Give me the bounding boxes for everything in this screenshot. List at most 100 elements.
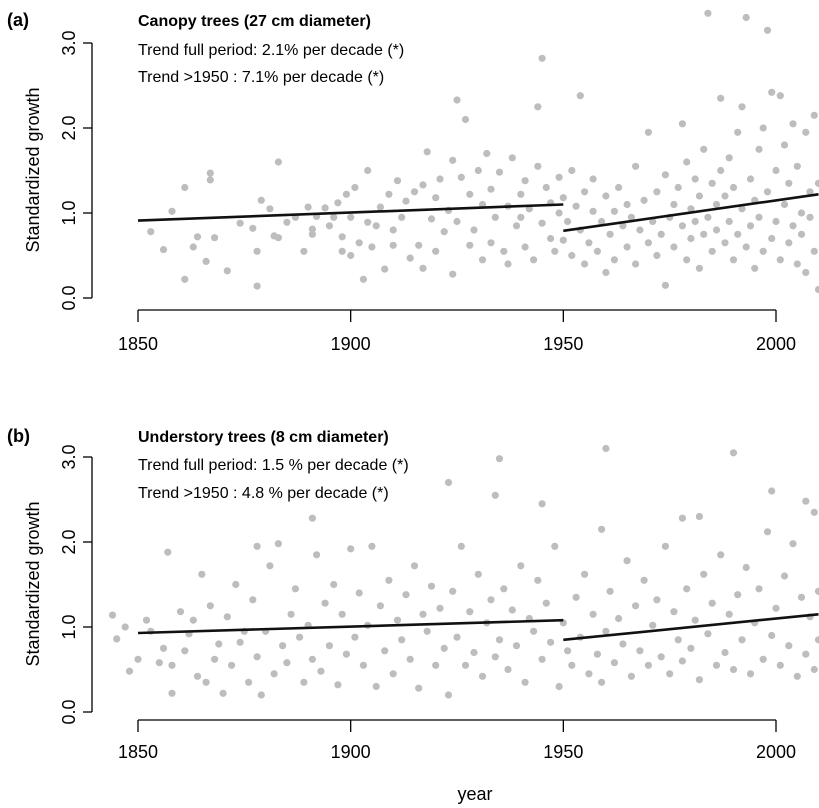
data-point [478, 672, 487, 680]
data-point [521, 177, 529, 185]
data-point [432, 247, 440, 255]
data-point [704, 9, 712, 17]
data-point [521, 678, 529, 686]
data-point [283, 659, 291, 667]
data-point [423, 148, 431, 156]
data-point [755, 213, 763, 221]
data-point [142, 616, 151, 624]
data-point [491, 653, 499, 661]
data-point [193, 233, 202, 241]
data-point [432, 194, 440, 202]
data-point [619, 222, 627, 230]
data-point [602, 444, 610, 453]
data-point [789, 540, 797, 548]
data-point [644, 661, 653, 669]
data-point [632, 162, 640, 170]
data-point [193, 672, 202, 680]
data-point [551, 542, 559, 550]
data-point [355, 589, 363, 597]
data-point [466, 608, 474, 616]
data-point [517, 213, 525, 221]
data-point [572, 593, 580, 601]
data-point [253, 653, 261, 661]
panel-b-title: Understory trees (8 cm diameter) [138, 429, 389, 446]
data-point [164, 548, 172, 556]
data-point [159, 246, 168, 254]
data-point [589, 207, 597, 215]
data-point [436, 175, 444, 183]
data-point [564, 217, 572, 226]
data-point [555, 209, 563, 217]
panel-a-points [147, 9, 819, 294]
data-point [640, 196, 648, 204]
data-point [602, 627, 610, 635]
data-point [449, 270, 457, 278]
data-point [610, 256, 619, 264]
data-point [168, 661, 176, 669]
data-point [755, 145, 763, 153]
data-point [274, 158, 282, 166]
data-point [572, 202, 580, 210]
data-point [802, 128, 810, 136]
data-point [644, 239, 653, 247]
data-point [729, 183, 738, 192]
data-point [542, 599, 550, 607]
data-point [691, 217, 699, 226]
data-point [564, 647, 572, 655]
panel-b-trend-1950: Trend >1950 : 4.8 % per decade (*) [138, 485, 389, 502]
data-point [810, 508, 818, 516]
data-point [789, 222, 797, 230]
data-point [704, 630, 712, 638]
x-tick-label: 2000 [756, 742, 796, 762]
data-point [453, 217, 461, 226]
data-point [644, 128, 653, 136]
data-point [538, 655, 546, 663]
data-point [670, 200, 678, 209]
data-point [649, 217, 657, 226]
data-point [189, 616, 197, 624]
y-tick-label: 3.0 [59, 30, 79, 55]
data-point [678, 657, 687, 665]
y-tick-label: 0.0 [59, 699, 79, 724]
data-point [623, 557, 631, 565]
data-point [670, 608, 678, 616]
data-point [504, 665, 512, 674]
data-point [729, 449, 738, 457]
data-point [121, 623, 129, 631]
data-point [814, 285, 819, 294]
data-point [253, 542, 261, 550]
data-point [266, 562, 274, 570]
data-point [763, 26, 772, 34]
data-point [423, 627, 431, 635]
data-point [181, 275, 189, 283]
y-tick-label: 2.0 [59, 529, 79, 554]
data-point [125, 667, 134, 675]
data-point [300, 678, 308, 686]
data-point [636, 226, 644, 234]
data-point [700, 230, 708, 238]
data-point [347, 213, 355, 221]
data-point [300, 247, 308, 255]
data-point [691, 175, 699, 183]
data-point [415, 241, 423, 249]
data-point [159, 644, 168, 652]
x-axis-label: year [457, 784, 492, 804]
data-point [181, 647, 189, 655]
data-point [500, 585, 508, 593]
panel-b-trend-full: Trend full period: 1.5 % per decade (*) [138, 457, 409, 474]
data-point [678, 120, 687, 128]
data-point [368, 542, 376, 550]
data-point [810, 247, 818, 255]
data-point [653, 596, 661, 604]
data-point [729, 256, 738, 264]
data-point [134, 655, 142, 663]
data-point [398, 636, 406, 644]
data-point [453, 633, 461, 641]
data-point [347, 251, 355, 260]
data-point [321, 204, 329, 212]
panel-a-title: Canopy trees (27 cm diameter) [138, 13, 371, 30]
data-point [793, 162, 801, 170]
data-point [206, 176, 214, 184]
data-point [704, 213, 712, 221]
data-point [725, 610, 733, 618]
